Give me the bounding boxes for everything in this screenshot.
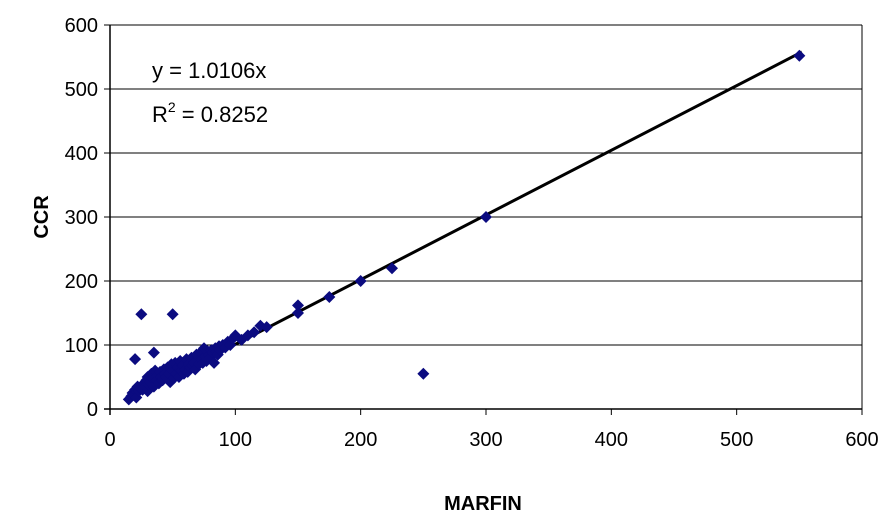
r-squared-superscript: 2 — [168, 99, 176, 115]
x-tick-label-600: 600 — [845, 429, 878, 451]
data-point-95 — [480, 211, 492, 223]
axes — [104, 24, 863, 415]
y-tick-label-200: 200 — [65, 271, 98, 293]
data-point-91 — [323, 291, 336, 303]
data-point-86 — [248, 326, 261, 339]
x-tick-label-200: 200 — [344, 429, 377, 451]
y-tick-label-500: 500 — [65, 79, 98, 101]
y-tick-label-300: 300 — [65, 207, 98, 229]
data-point-94 — [417, 367, 430, 380]
y-tick-label-100: 100 — [65, 335, 98, 357]
y-tick-label-0: 0 — [87, 399, 98, 421]
x-tick-label-400: 400 — [595, 429, 628, 451]
x-tick-label-500: 500 — [720, 429, 753, 451]
r-squared-prefix: R — [152, 102, 168, 127]
data-points — [122, 49, 806, 406]
data-point-90 — [292, 299, 304, 312]
x-tick-label-0: 0 — [104, 429, 115, 451]
data-point-96 — [793, 49, 806, 62]
data-point-89 — [292, 307, 304, 319]
data-point-88 — [260, 321, 273, 334]
y-tick-label-600: 600 — [65, 15, 98, 37]
y-tick-label-400: 400 — [65, 143, 98, 165]
data-point-37 — [166, 308, 179, 321]
r-squared-label: R2 = 0.8252 — [152, 99, 268, 127]
data-point-93 — [386, 262, 398, 275]
data-point-71 — [208, 356, 221, 369]
data-point-10 — [135, 308, 148, 321]
tick-labels: 0 100 200 300 400 500 600 0 100 200 300 400 500 600 — [65, 15, 879, 451]
data-point-21 — [147, 346, 160, 359]
r-squared-value: = 0.8252 — [176, 102, 268, 127]
data-point-92 — [354, 275, 367, 287]
x-axis-title: MARFIN — [444, 493, 522, 515]
x-tick-label-300: 300 — [469, 429, 502, 451]
x-tick-label-100: 100 — [219, 429, 252, 451]
data-point-5 — [129, 353, 142, 366]
y-axis-title: CCR — [31, 195, 53, 239]
trendline-equation: y = 1.0106x — [152, 58, 266, 83]
